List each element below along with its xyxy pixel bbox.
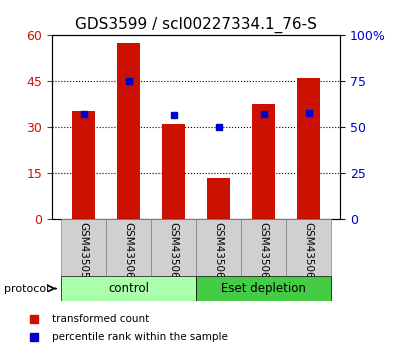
Bar: [61, 276, 196, 301]
Text: protocol: protocol: [4, 284, 49, 293]
Bar: [72, 110, 95, 219]
Bar: [61, 219, 106, 276]
Bar: [106, 219, 151, 276]
Bar: [196, 219, 241, 276]
Bar: [207, 178, 230, 219]
Text: GSM435062: GSM435062: [214, 222, 224, 286]
Bar: [196, 276, 331, 301]
Text: Eset depletion: Eset depletion: [221, 282, 306, 295]
Bar: [162, 124, 185, 219]
Text: GSM435063: GSM435063: [258, 222, 268, 286]
Bar: [252, 104, 275, 219]
Bar: [297, 78, 320, 219]
Bar: [286, 219, 331, 276]
Bar: [117, 43, 140, 219]
Text: percentile rank within the sample: percentile rank within the sample: [52, 332, 228, 342]
Title: GDS3599 / scl00227334.1_76-S: GDS3599 / scl00227334.1_76-S: [75, 16, 317, 33]
Bar: [241, 219, 286, 276]
Text: GSM435059: GSM435059: [78, 222, 88, 286]
Text: GSM435060: GSM435060: [124, 222, 134, 285]
Text: transformed count: transformed count: [52, 314, 150, 324]
Text: GSM435061: GSM435061: [168, 222, 178, 286]
Text: control: control: [108, 282, 149, 295]
Text: GSM435064: GSM435064: [304, 222, 314, 286]
Bar: [151, 219, 196, 276]
